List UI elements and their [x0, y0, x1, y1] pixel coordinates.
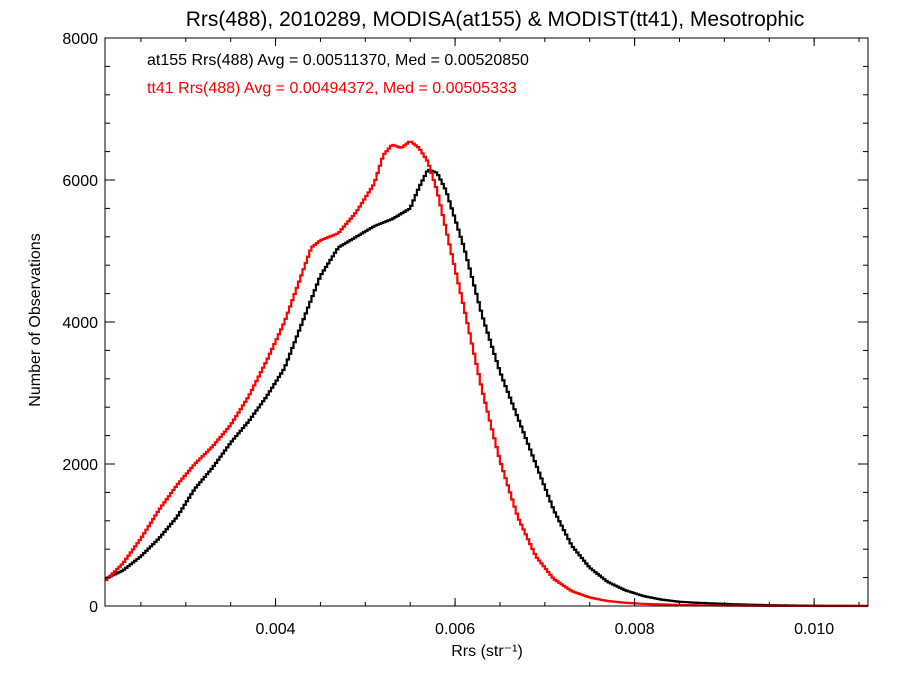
- y-tick-label: 6000: [62, 173, 98, 190]
- series-tt41-line: [105, 140, 868, 608]
- chart-title: Rrs(488), 2010289, MODISA(at155) & MODIS…: [186, 8, 805, 31]
- x-tick-label: 0.010: [794, 621, 834, 638]
- legend-entry-tt41: tt41 Rrs(488) Avg = 0.00494372, Med = 0.…: [147, 80, 517, 97]
- y-tick-label: 8000: [62, 31, 98, 48]
- x-tick-label: 0.006: [435, 621, 475, 638]
- series-at155-line: [105, 168, 868, 608]
- y-axis: 0 2000 4000 6000 8000: [62, 31, 868, 616]
- x-tick-label: 0.004: [256, 621, 296, 638]
- y-tick-label: 0: [89, 599, 98, 616]
- x-tick-label: 0.008: [615, 621, 655, 638]
- y-tick-label: 4000: [62, 315, 98, 332]
- plot-area: [105, 140, 868, 608]
- legend-entry-at155: at155 Rrs(488) Avg = 0.00511370, Med = 0…: [147, 52, 529, 69]
- y-tick-label: 2000: [62, 457, 98, 474]
- y-axis-label: Number of Observations: [27, 233, 44, 406]
- x-axis: 0.004 0.006 0.008 0.010: [140, 38, 860, 638]
- x-axis-label: Rrs (str⁻¹): [451, 643, 523, 660]
